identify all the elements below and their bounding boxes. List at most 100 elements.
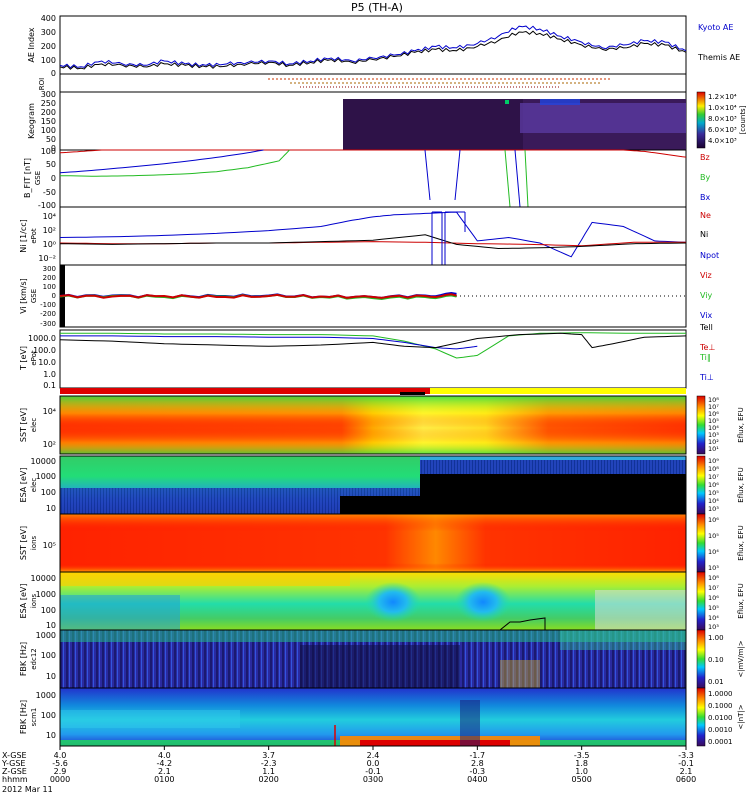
x-row-label-zgse: Z-GSE [2,767,27,776]
legend-bz: Bz [700,153,710,162]
esa-elec-colorbar [696,455,706,515]
x-tick-label-y: -0.1 [678,759,694,768]
esa-elec-panel: ESA [eV] elec 10000 1000 100 10 10⁹ 10⁸ … [19,455,745,515]
ni-ytick: 10⁴ [43,212,56,221]
legend-vix: Vix [700,311,713,320]
esa-ions-yticks: 10000 1000 100 10 [31,574,56,630]
x-tick-label-hhmm: 0400 [467,775,487,784]
x-tick-label-y: 1.8 [575,759,588,768]
fbk-scm-cb-ticks: 1.0000 0.1000 0.0100 0.0010 0.0001 [708,690,733,746]
ni-ylabel: Ni [1/cc] [19,219,28,253]
x-tick-label-y: -4.2 [157,759,173,768]
sst-elec-ylabel: SST [eV] [19,408,28,442]
esa-elec-ytick: 10 [46,504,56,513]
fbk-edc-colorbar [696,629,706,689]
keogram-colorbar-ticks: 1.2×10⁴ 1.0×10⁴ 8.0×10³ 6.0×10³ 4.0×10³ [708,93,737,145]
keogram-colorbar [696,91,706,149]
vi-ytick: -200 [40,310,56,318]
ni-panel: Ni [1/cc] ePot 10⁴ 10² 10⁰ 10⁻² Ne Ni Np… [19,206,719,266]
esa-elec-ytick: 100 [41,488,56,497]
x-tick-label-hhmm: 0300 [363,775,383,784]
keogram-ytick: 100 [41,126,56,135]
keogram-ytick: 200 [41,108,56,117]
mode-bar [60,388,686,395]
sst-elec-ytick: 10² [43,440,56,449]
esa-ions-cb-tick: 10⁴ [708,614,719,622]
esa-elec-cb-ticks: 10⁹ 10⁸ 10⁷ 10⁶ 10⁵ 10⁴ 10³ [708,457,719,513]
x-tick-label-y: 0.0 [367,759,380,768]
legend-kyoto-ae: Kyoto AE [698,23,733,32]
esa-ions-ytick: 10 [46,621,56,630]
bfit-ytick: 0 [51,174,56,183]
fbk-edc-cb-tick: 0.01 [708,678,724,686]
legend-ni: Ni [700,230,708,239]
ae-ytick: 0 [51,69,56,78]
fbk-scm-yticks: 1000 100 10 [36,691,56,740]
sst-ions-cb-tick: 10⁶ [708,516,719,524]
x-tick-label-hhmm: 0200 [258,775,278,784]
x-tick-label-z: 1.0 [575,767,588,776]
x-row-label-xgse: X-GSE [2,751,27,760]
sst-elec-cb-tick: 10⁵ [708,417,719,425]
x-tick-label-z: -0.3 [470,767,486,776]
esa-ions-cb-label: Eflux, EFU [737,583,745,618]
bfit-series-bz [59,149,687,158]
bfit-yticks: 100 50 0 -50 -100 [38,147,56,210]
t-ylabel: T [eV] [19,346,28,371]
sst-elec-cb-tick: 10² [708,438,719,446]
x-tick-label-z: 2.1 [680,767,693,776]
fbk-edc-cb-label: <|mV/m|> [737,640,745,677]
bfit-series-bx [59,149,264,174]
esa-elec-cb-tick: 10³ [708,505,719,513]
esa-elec-ytick: 1000 [36,472,56,481]
fbk-scm-colorbar [696,687,706,747]
x-tick-label-y: -5.6 [52,759,68,768]
esa-ions-panel: ESA [eV] ions 10000 1000 100 10 10⁸ 10⁷ … [19,571,745,631]
keogram-panel: Keogram 300 250 200 150 100 50 0 1.2×10⁴… [27,90,747,153]
t-yticks: 1000.0 100.0 10.0 1.0 0.1 [28,334,56,390]
sst-elec-cb-tick: 10¹ [708,445,719,453]
x-tick-label-x: -3.5 [574,751,590,760]
keogram-ylabel: Keogram [27,103,36,139]
fbk-scm-ytick: 10 [46,731,56,740]
ni-series-ni [59,234,687,250]
roi-ylabel: ROI [38,78,46,90]
esa-elec-ylabel-sub: elec [30,478,38,493]
bfit-ytick: 100 [41,147,56,156]
sst-elec-panel: SST [eV] elec 10⁴ 10² 10⁸ 10⁷ 10⁶ 10⁵ 10… [19,395,745,455]
x-tick-label-hhmm: 0600 [676,775,696,784]
keogram-cb-tick: 6.0×10³ [708,126,737,134]
fbk-edc-ylabel: FBK [Hz] [19,642,28,676]
ae-ylabel: AE Index [27,27,36,62]
vi-ytick: 0 [52,292,56,300]
sst-ions-cb-tick: 10⁴ [708,548,719,556]
ni-ylabel-sub: ePot [30,228,38,244]
vi-series-viz [59,293,457,299]
esa-ions-cb-tick: 10⁷ [708,584,719,592]
x-tick-label-hhmm: 0000 [50,775,70,784]
legend-viy: Viy [700,291,713,300]
fbk-scm-cb-tick: 0.0100 [708,714,733,722]
vi-ytick: 200 [43,274,56,282]
legend-npot: Npot [700,251,719,260]
esa-elec-cb-tick: 10⁷ [708,473,719,481]
ae-ytick: 100 [41,56,56,65]
fbk-edc-ytick: 1000 [36,631,56,640]
sst-ions-yticks: 10⁵ [43,541,56,550]
esa-ions-ytick: 100 [41,606,56,615]
ae-yticks: 400 300 200 100 0 [41,14,56,78]
x-tick-label-y: 2.8 [471,759,484,768]
esa-ions-cb-tick: 10⁸ [708,574,719,582]
fbk-edc-ytick: 10 [46,672,56,681]
sst-elec-cb-ticks: 10⁸ 10⁷ 10⁶ 10⁵ 10⁴ 10³ 10² 10¹ [708,396,719,453]
esa-elec-cb-tick: 10⁶ [708,481,719,489]
sst-elec-ytick: 10⁴ [43,407,56,416]
vi-ytick: -300 [40,320,56,328]
bfit-ylabel-sub: GSE [34,171,42,185]
fbk-scm-cb-label: <|nT|> [737,704,745,729]
keogram-cb-tick: 1.2×10⁴ [708,93,737,101]
sst-ions-cb-ticks: 10⁶ 10⁵ 10⁴ 10³ [708,516,719,572]
keogram-ytick: 300 [41,90,56,99]
plot-title: P5 (TH-A) [351,1,403,14]
